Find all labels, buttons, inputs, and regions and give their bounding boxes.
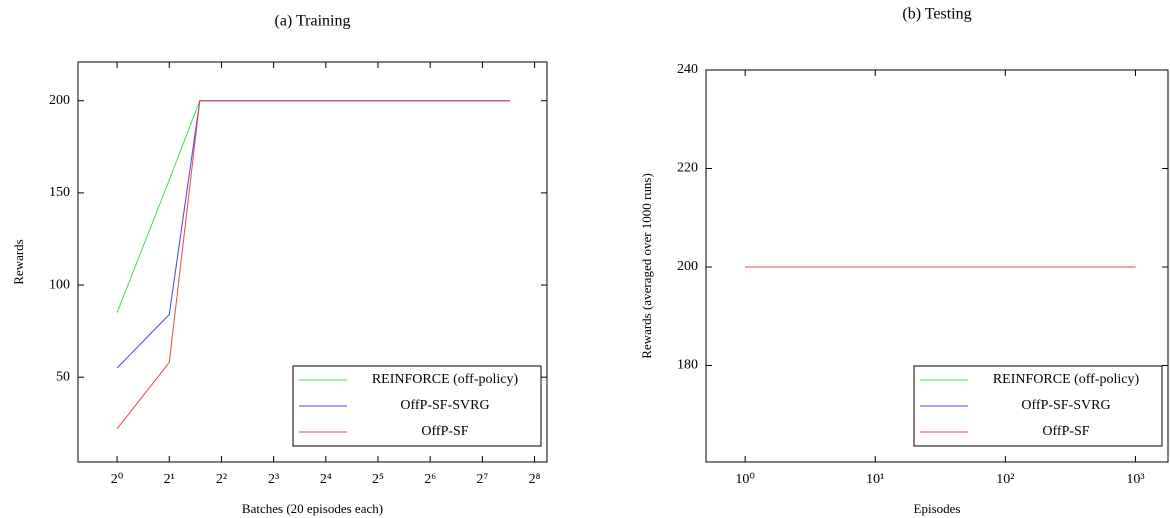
x-tick-label: 2⁵ — [372, 472, 384, 487]
x-tick-label: 2⁸ — [529, 472, 541, 487]
x-axis-label: Batches (20 episodes each) — [242, 501, 383, 516]
y-tick-label: 200 — [677, 259, 698, 274]
x-axis-label: Episodes — [914, 501, 961, 516]
y-tick-label: 220 — [677, 161, 698, 176]
y-tick-label: 200 — [49, 93, 70, 108]
y-tick-label: 240 — [677, 62, 698, 77]
y-tick-label: 150 — [49, 185, 70, 200]
series-line — [116, 100, 511, 313]
legend-label: REINFORCE (off-policy) — [993, 372, 1140, 387]
legend-label: OffP-SF-SVRG — [400, 398, 489, 413]
y-tick-label: 100 — [49, 277, 70, 292]
x-tick-label: 10³ — [1126, 472, 1144, 487]
x-tick-label: 2⁴ — [320, 472, 332, 487]
x-tick-label: 2¹ — [164, 472, 175, 487]
chart-title: (b) Testing — [902, 6, 971, 23]
chart-title: (a) Training — [275, 13, 351, 30]
x-tick-label: 2⁰ — [111, 472, 124, 487]
x-tick-label: 2⁶ — [424, 472, 436, 487]
legend-label: OffP-SF-SVRG — [1021, 398, 1110, 413]
y-axis-label: Rewards — [11, 239, 26, 285]
x-tick-label: 2² — [216, 472, 227, 487]
x-tick-label: 10² — [996, 472, 1014, 487]
y-axis-label: Rewards (averaged over 1000 runs) — [639, 173, 654, 359]
plot-frame — [705, 69, 1169, 463]
series-line — [116, 100, 511, 430]
y-tick-label: 50 — [56, 369, 70, 384]
legend-label: OffP-SF — [421, 424, 468, 439]
legend-label: OffP-SF — [1042, 424, 1089, 439]
x-tick-label: 2⁷ — [476, 472, 488, 487]
y-tick-label: 180 — [677, 358, 698, 373]
x-tick-label: 10⁰ — [735, 472, 755, 487]
legend-label: REINFORCE (off-policy) — [372, 372, 519, 387]
x-tick-label: 10¹ — [866, 472, 884, 487]
plot-frame — [77, 61, 548, 463]
series-line — [116, 100, 511, 369]
x-tick-label: 2³ — [268, 472, 279, 487]
